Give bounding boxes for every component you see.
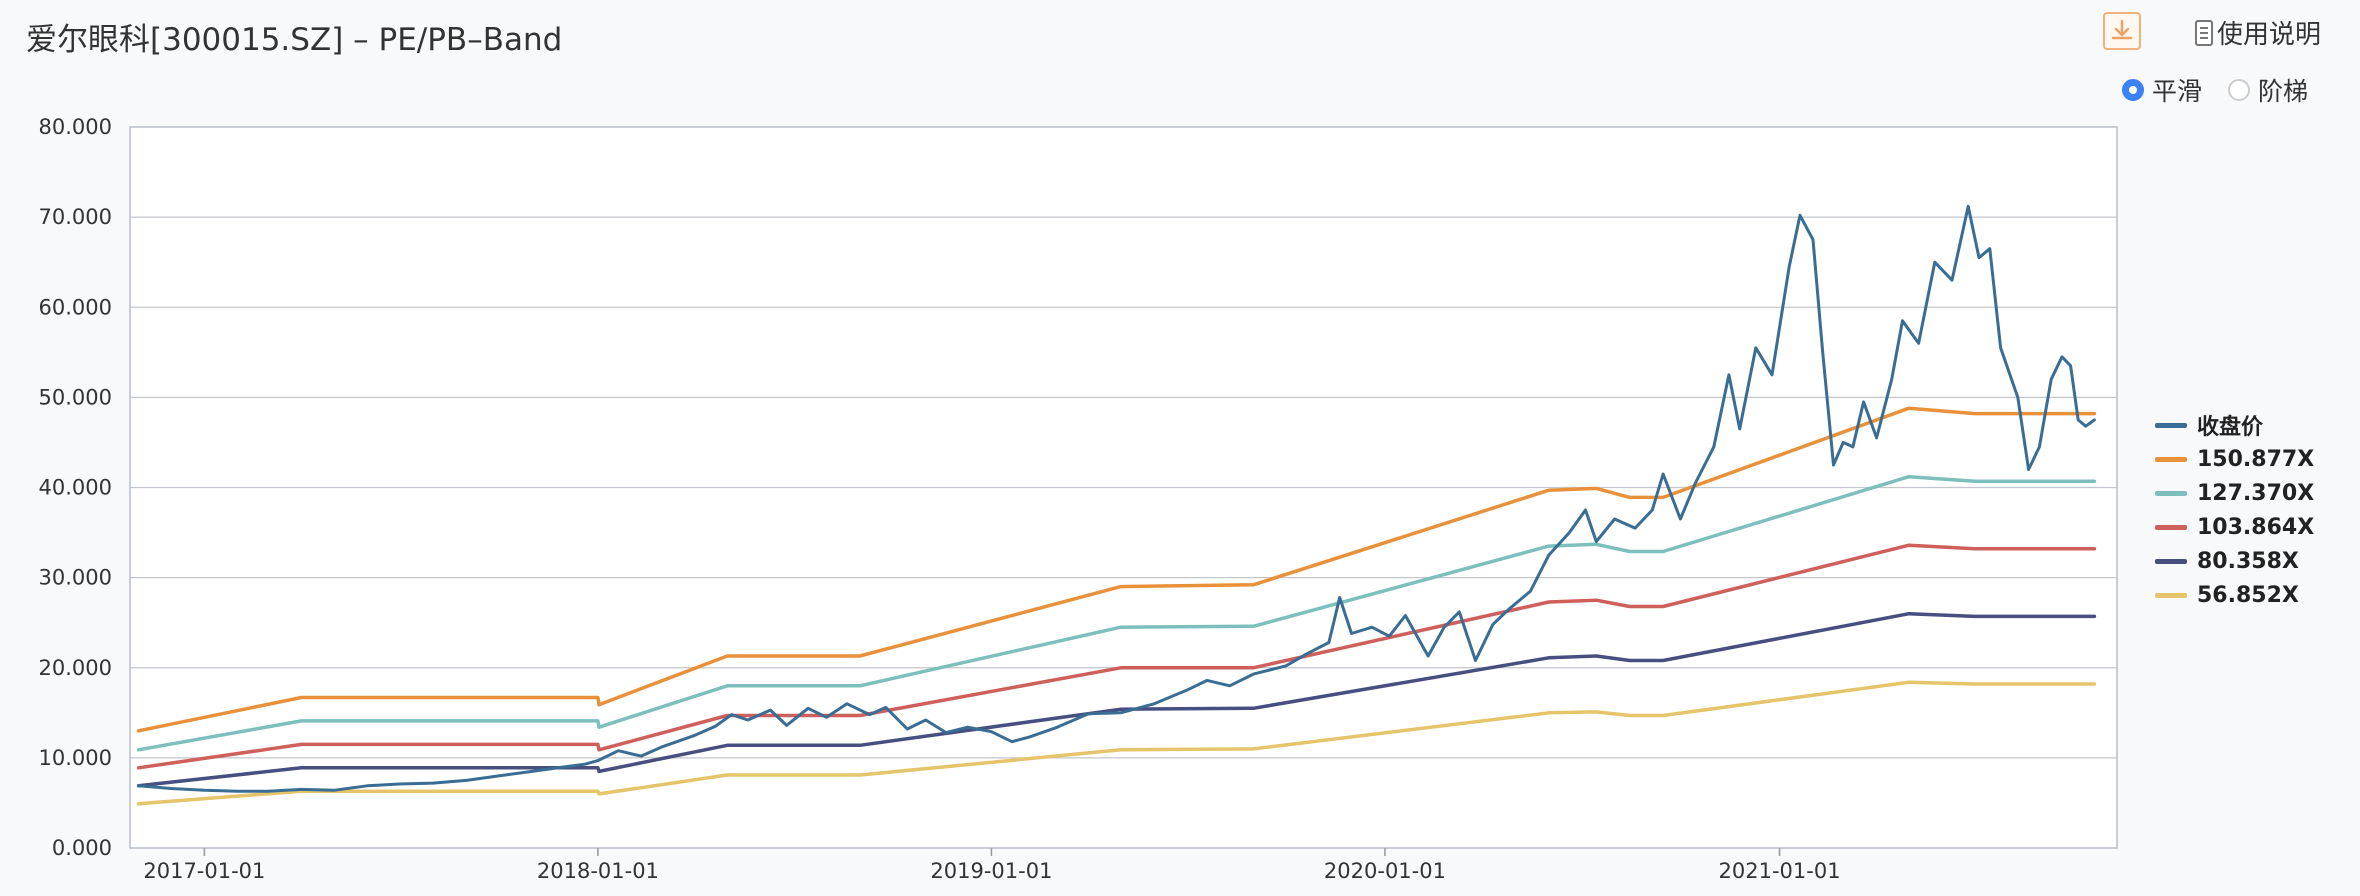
y-tick-label: 0.000 (52, 836, 112, 860)
legend-swatch (2155, 558, 2187, 564)
radio-smooth[interactable]: 平滑 (2122, 72, 2202, 108)
radio-step[interactable]: 阶梯 (2228, 72, 2308, 108)
legend-item[interactable]: 80.358X (2155, 544, 2314, 578)
download-icon (2111, 19, 2133, 40)
x-tick-label: 2018-01-01 (537, 859, 659, 883)
legend-label: 80.358X (2197, 548, 2299, 574)
y-tick-label: 70.000 (39, 205, 112, 229)
series-line (136, 611, 2097, 788)
radio-unchecked-icon (2228, 79, 2251, 101)
y-tick-label: 10.000 (39, 746, 112, 770)
x-tick-label: 2020-01-01 (1324, 859, 1446, 883)
series-line (136, 406, 2097, 733)
legend-swatch (2155, 422, 2187, 428)
download-button[interactable] (2103, 12, 2141, 50)
legend-label: 收盘价 (2197, 415, 2264, 440)
series-line (136, 543, 2097, 770)
legend-swatch (2155, 456, 2187, 462)
legend-swatch (2155, 524, 2187, 530)
radio-checked-icon (2122, 79, 2144, 101)
x-tick-label: 2017-01-01 (143, 859, 265, 883)
chart-legend: 收盘价 150.877X 127.370X 103.864X 80.358X 56.852… (2155, 408, 2314, 612)
legend-label: 56.852X (2197, 582, 2299, 608)
y-tick-label: 50.000 (39, 385, 112, 409)
x-tick-label: 2019-01-01 (930, 859, 1052, 883)
series-line (136, 474, 2097, 752)
document-icon (2195, 19, 2213, 46)
radio-smooth-label: 平滑 (2152, 77, 2203, 106)
legend-item[interactable]: 103.864X (2155, 510, 2314, 544)
y-tick-label: 80.000 (39, 115, 112, 139)
series-line (137, 204, 2096, 793)
legend-label: 127.370X (2197, 480, 2315, 506)
legend-swatch (2155, 490, 2187, 496)
y-tick-label: 60.000 (39, 295, 112, 319)
series-line (136, 680, 2097, 806)
chart-title: 爱尔眼科[300015.SZ] – PE/PB–Band (26, 22, 563, 58)
help-link[interactable]: 使用说明 (2195, 14, 2321, 51)
y-tick-label: 40.000 (39, 476, 112, 500)
x-tick-label: 2021-01-01 (1719, 859, 1841, 883)
help-label: 使用说明 (2217, 20, 2322, 50)
smoothing-toggle: 平滑 阶梯 (2122, 72, 2334, 108)
legend-item[interactable]: 收盘价 (2155, 408, 2314, 442)
legend-item[interactable]: 150.877X (2155, 442, 2314, 476)
legend-label: 150.877X (2197, 446, 2315, 472)
legend-item[interactable]: 127.370X (2155, 476, 2314, 510)
legend-item[interactable]: 56.852X (2155, 578, 2314, 612)
y-tick-label: 30.000 (39, 566, 112, 590)
radio-step-label: 阶梯 (2258, 77, 2309, 106)
legend-label: 103.864X (2197, 514, 2315, 540)
legend-swatch (2155, 592, 2187, 598)
y-tick-label: 20.000 (39, 656, 112, 680)
